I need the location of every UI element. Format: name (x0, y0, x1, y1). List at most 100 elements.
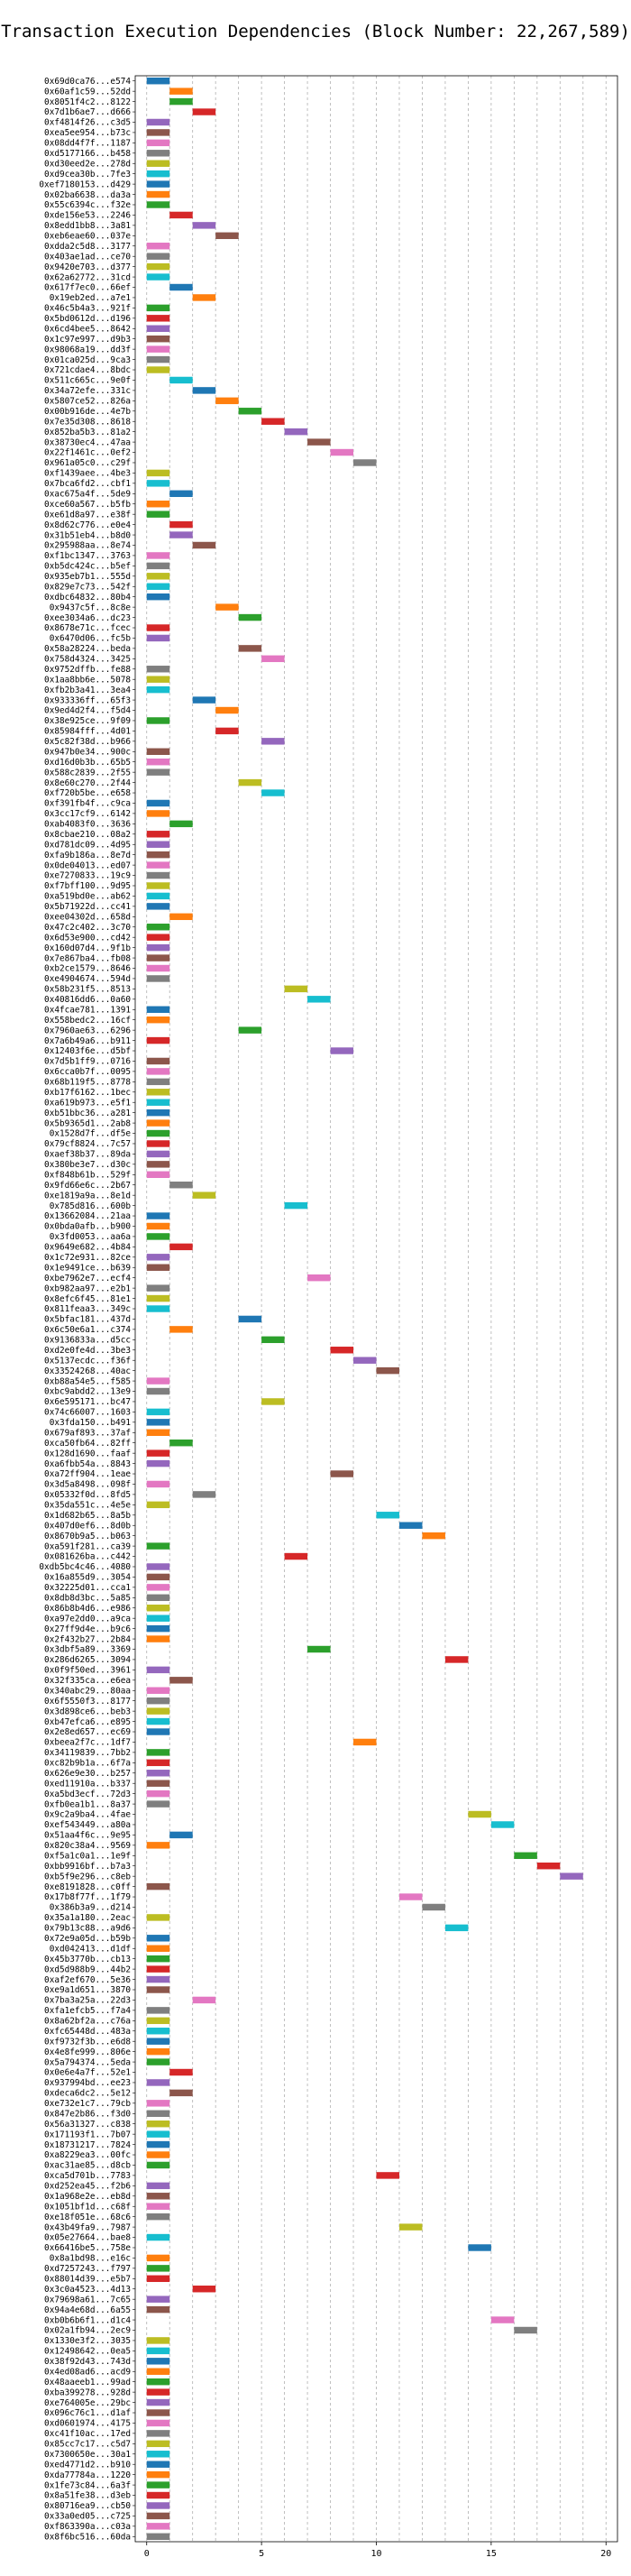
transaction-bar (146, 1089, 170, 1096)
transaction-label: 0xd5d988b9...44b2 (44, 1964, 131, 1974)
transaction-label: 0x35a1a180...2eac (44, 1913, 131, 1923)
transaction-label: 0x79698a61...7c65 (44, 2295, 131, 2305)
transaction-bar (146, 1068, 170, 1075)
transaction-bar (398, 2223, 423, 2231)
transaction-bar (146, 2337, 170, 2344)
transaction-label: 0x8cbae210...08a2 (44, 830, 131, 840)
transaction-bar (261, 655, 285, 663)
transaction-label: 0x69d0ca76...e574 (44, 77, 131, 87)
transaction-bar (146, 2151, 170, 2158)
transaction-label: 0x74c66007...1603 (44, 1408, 131, 1418)
transaction-bar (146, 1697, 170, 1705)
transaction-bar (146, 2017, 170, 2025)
transaction-label: 0x1a968e2e...eb8d (44, 2192, 131, 2202)
transaction-bar (146, 975, 170, 982)
transaction-bar (146, 768, 170, 776)
transaction-label: 0xb88a54e5...f585 (44, 1376, 131, 1386)
transaction-label: 0x9136833a...d5cc (44, 1336, 131, 1346)
transaction-label: 0xd7257243...f797 (44, 2264, 131, 2274)
transaction-label: 0xd781dc09...4d95 (44, 840, 131, 850)
transaction-label: 0x679af893...37af (44, 1428, 131, 1438)
transaction-bar (376, 2172, 399, 2179)
transaction-bar (398, 1522, 423, 1529)
transaction-bar (192, 696, 216, 704)
transaction-label: 0x8edd1bb8...3a81 (44, 221, 131, 231)
transaction-label: 0xa5bd3ecf...72d3 (44, 1789, 131, 1799)
transaction-bar (146, 201, 170, 208)
transaction-bar (146, 129, 170, 136)
transaction-bar (146, 552, 170, 559)
transaction-bar (146, 1264, 170, 1271)
transaction-label: 0xee04302d...658d (44, 913, 131, 923)
transaction-bar (444, 1924, 469, 1932)
transaction-bar (146, 366, 170, 373)
transaction-label: 0x7e35d308...8618 (44, 417, 131, 427)
transaction-bar (215, 603, 239, 611)
transaction-label: 0xca50fb64...82ff (44, 1439, 131, 1449)
transaction-label: 0x1aa8bb6e...5078 (44, 675, 131, 685)
transaction-bar (146, 2193, 170, 2200)
transaction-label: 0x721cdae4...8bdc (44, 365, 131, 375)
transaction-bar (490, 2316, 515, 2323)
transaction-label: 0xb5f9e296...c8eb (44, 1872, 131, 1881)
transaction-label: 0x5c82f38d...b966 (44, 737, 131, 747)
transaction-label: 0x88014d39...e5b7 (44, 2274, 131, 2284)
transaction-label: 0x9fd66e6c...2b67 (44, 1181, 131, 1191)
transaction-bar (146, 1842, 170, 1849)
bars (146, 78, 583, 2540)
transaction-label: 0xaf2ef670...5e36 (44, 1975, 131, 1985)
transaction-bar (146, 160, 170, 167)
grid-lines (146, 76, 607, 2542)
transaction-bar (146, 943, 170, 952)
transaction-label: 0x79cf8824...7c57 (44, 1139, 131, 1149)
transaction-bar (307, 1274, 331, 1282)
transaction-label: 0xd30eed2e...278d (44, 159, 131, 169)
transaction-label: 0x66416be5...758e (44, 2243, 131, 2253)
transaction-label: 0x7300650e...30a1 (44, 2450, 131, 2460)
transaction-bar (146, 2275, 170, 2283)
transaction-bar (146, 2378, 170, 2386)
transaction-label: 0xce60a567...b5fb (44, 500, 131, 510)
transaction-label: 0x3dbf5a89...3369 (44, 1645, 131, 1655)
transaction-bar (146, 841, 170, 848)
transaction-label: 0xb47efca6...e895 (44, 1717, 131, 1727)
transaction-bar (146, 1449, 170, 1457)
transaction-label: 0xb982aa97...e2b1 (44, 1283, 131, 1293)
transaction-label: 0x937994bd...ee23 (44, 2078, 131, 2088)
transaction-bar (422, 1903, 445, 1911)
transaction-label: 0x27ff9d4e...b9c6 (44, 1624, 131, 1634)
transaction-bar (146, 1459, 170, 1467)
transaction-label: 0x79b13c88...a9d6 (44, 1924, 131, 1934)
transaction-bar (146, 2058, 170, 2065)
transaction-bar (146, 501, 170, 508)
transaction-label: 0xba399278...928d (44, 2387, 131, 2397)
transaction-bar (146, 355, 170, 363)
x-tick-label: 0 (144, 2549, 150, 2559)
transaction-label: 0x8db8d3bc...5a85 (44, 1594, 131, 1604)
transaction-bar (146, 903, 170, 910)
transaction-bar (146, 2430, 170, 2437)
transaction-label: 0xf848b61b...529f (44, 1170, 131, 1180)
transaction-label: 0x7d1b6ae7...d666 (44, 107, 131, 117)
transaction-label: 0xea5ee954...b73c (44, 128, 131, 138)
transaction-bar (169, 211, 193, 219)
transaction-label: 0x8e60c270...2f44 (44, 778, 131, 788)
transaction-label: 0xf720b5be...e658 (44, 788, 131, 798)
transaction-bar (146, 325, 170, 332)
transaction-label: 0xb51bbc36...a281 (44, 1109, 131, 1118)
transaction-bar (192, 1191, 216, 1199)
transaction-bar (146, 1254, 170, 1261)
transaction-label: 0xfa1efcb5...f7a4 (44, 2006, 131, 2016)
transaction-label: 0x8a1bd98...e16c (50, 2254, 131, 2264)
transaction-label: 0x1528d7f...df5e (50, 1129, 132, 1139)
transaction-label: 0xa8229ea3...00fc (44, 2150, 131, 2160)
transaction-bar (146, 1800, 170, 1808)
transaction-label: 0xca5d701b...7783 (44, 2171, 131, 2181)
transaction-bar (146, 118, 170, 126)
transaction-bar (146, 2347, 170, 2355)
transaction-label: 0x8670b9a5...b063 (44, 1532, 131, 1541)
transaction-bar (146, 2100, 170, 2107)
transaction-label: 0xf1bc1347...3763 (44, 551, 131, 561)
transaction-label: 0x7d5b1ff9...0716 (44, 1057, 131, 1067)
